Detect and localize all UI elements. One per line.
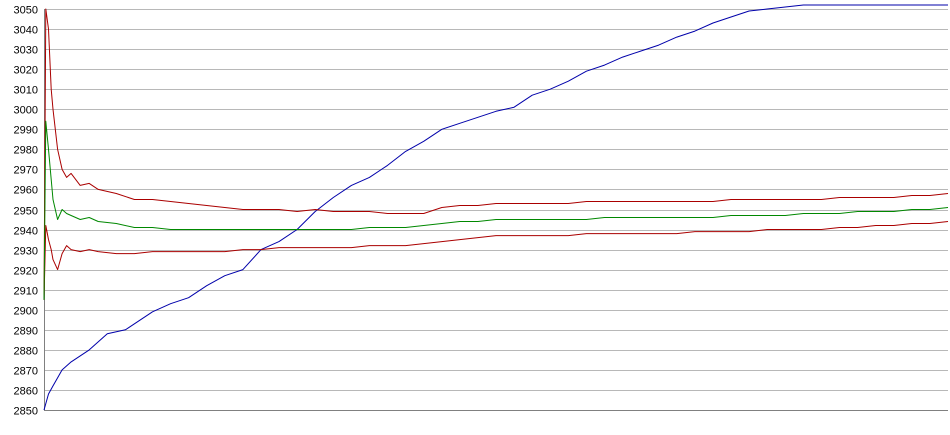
series-line-3 (43, 221, 949, 300)
y-axis-tick-labels: 2850 2860 2870 2880 2890 2900 2910 2920 2930 2940… (14, 5, 38, 418)
y-tick-label: 2870 (14, 366, 38, 378)
y-tick-label: 2940 (14, 226, 38, 238)
y-tick-label: 3040 (14, 25, 38, 37)
y-tick-label: 2850 (14, 406, 38, 418)
y-tick-label: 2890 (14, 326, 38, 338)
y-tick-label: 2930 (14, 246, 38, 258)
grid-lines (44, 9, 948, 411)
y-tick-label: 3030 (14, 45, 38, 57)
y-tick-label: 3000 (14, 105, 38, 117)
y-tick-label: 2960 (14, 185, 38, 197)
y-tick-label: 2900 (14, 306, 38, 318)
y-tick-label: 2910 (14, 286, 38, 298)
y-tick-label: 3050 (14, 5, 38, 17)
y-tick-label: 2950 (14, 206, 38, 218)
y-tick-label: 2860 (14, 386, 38, 398)
y-tick-label: 2920 (14, 266, 38, 278)
y-tick-label: 2980 (14, 145, 38, 157)
y-tick-label: 2990 (14, 125, 38, 137)
y-tick-label: 3020 (14, 65, 38, 77)
y-tick-label: 2970 (14, 165, 38, 177)
series-lines (43, 4, 949, 411)
series-line-2 (43, 8, 949, 300)
y-tick-label: 2880 (14, 346, 38, 358)
series-line-4 (43, 120, 949, 300)
y-tick-label: 3010 (14, 85, 38, 97)
series-line-1 (43, 4, 948, 411)
